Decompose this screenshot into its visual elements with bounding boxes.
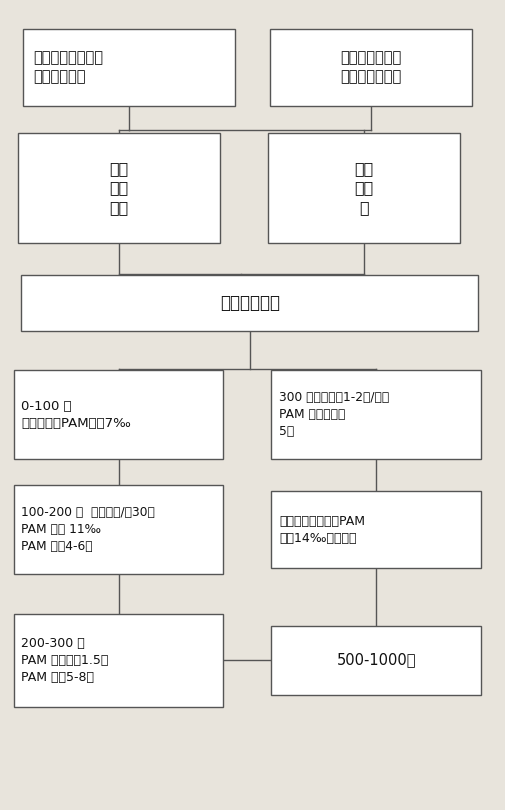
Bar: [21, 275, 479, 331]
Bar: [14, 614, 223, 706]
Text: 膨胀
量试
验: 膨胀 量试 验: [354, 160, 373, 215]
Bar: [14, 485, 223, 574]
Text: 井下特殊地层钻进
泥浆配比方案: 井下特殊地层钻进 泥浆配比方案: [33, 50, 103, 84]
Text: 现场使用方法: 现场使用方法: [220, 294, 280, 312]
Text: 0-100 米
清水＋少量PAM浓度7‰: 0-100 米 清水＋少量PAM浓度7‰: [21, 399, 131, 430]
Bar: [270, 28, 472, 105]
Text: 200-300 米
PAM 浓度增加1.5倍
PAM 用量5-8方: 200-300 米 PAM 浓度增加1.5倍 PAM 用量5-8方: [21, 637, 109, 684]
Text: 100-200 米  排粉一次/每30米
PAM 浓度 11‰
PAM 用量4-6方: 100-200 米 排粉一次/每30米 PAM 浓度 11‰ PAM 用量4-6…: [21, 506, 156, 553]
Text: 取现场泥浆样品
在实验室做试验: 取现场泥浆样品 在实验室做试验: [340, 50, 402, 84]
Bar: [268, 133, 460, 243]
Bar: [18, 133, 220, 243]
Bar: [272, 625, 481, 695]
Text: 500-1000米: 500-1000米: [336, 653, 416, 667]
Bar: [272, 491, 481, 569]
Bar: [23, 28, 235, 105]
Text: 遇到孔内坍塌改用PAM
浓度14‰进行洗孔: 遇到孔内坍塌改用PAM 浓度14‰进行洗孔: [279, 514, 365, 545]
Bar: [14, 370, 223, 459]
Text: 300 米以上排粉1-2次/每班
PAM 用量不少于
5方: 300 米以上排粉1-2次/每班 PAM 用量不少于 5方: [279, 391, 389, 438]
Text: 防塌
能力
试验: 防塌 能力 试验: [109, 160, 128, 215]
Bar: [272, 370, 481, 459]
